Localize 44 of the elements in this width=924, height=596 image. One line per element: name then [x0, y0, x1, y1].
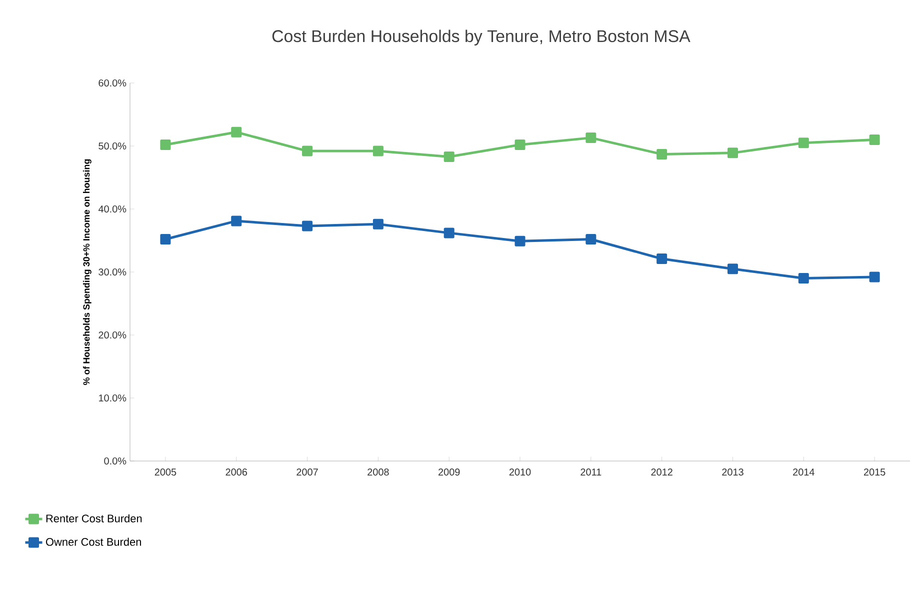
point: [869, 134, 880, 145]
x-tick-label: 2005: [154, 468, 176, 476]
point: [514, 139, 526, 150]
point: [586, 234, 596, 244]
y-tick-label: 50.0%: [98, 142, 126, 150]
point: [656, 254, 668, 264]
point: [798, 273, 809, 284]
x-tick-label: 2010: [509, 468, 531, 476]
y-tick-label: 60.0%: [98, 79, 126, 87]
point: [586, 132, 596, 144]
point: [727, 264, 738, 274]
y-tick-label: 20.0%: [98, 331, 126, 339]
point: [231, 126, 242, 138]
y-tick-label: 10.0%: [98, 394, 126, 402]
x-tick-label: 2013: [722, 468, 744, 476]
legend-label: Renter Cost Burden: [46, 514, 142, 522]
x-tick-label: 2008: [368, 468, 389, 476]
x-tick-label: 2006: [226, 468, 248, 476]
point: [160, 234, 171, 244]
y-tick-label: 40.0%: [98, 205, 126, 213]
x-tick-label: 2014: [793, 468, 814, 476]
legend-label: Owner Cost Burden: [46, 538, 141, 546]
chart-title: Cost Burden Households by Tenure, Metro Boston MSA: [272, 30, 690, 46]
point: [727, 148, 738, 158]
x-tick-label: 2011: [580, 468, 602, 476]
point: [231, 216, 242, 226]
point: [372, 146, 384, 156]
point: [444, 151, 454, 162]
x-tick-label: 2015: [864, 468, 886, 476]
point: [514, 236, 526, 246]
x-tick-label: 2012: [651, 468, 672, 476]
y-tick-label: 30.0%: [98, 268, 126, 276]
y-axis-title: % of Households Spending 30+% Income on housing: [82, 159, 92, 385]
point: [302, 146, 313, 156]
y-tick-label: 0.0%: [104, 457, 126, 465]
point: [160, 139, 171, 150]
point: [798, 138, 809, 148]
point: [869, 272, 880, 282]
x-tick-label: 2007: [296, 468, 318, 476]
point: [444, 228, 454, 238]
point: [656, 148, 668, 160]
point: [372, 218, 384, 230]
x-tick-label: 2009: [438, 468, 460, 476]
point: [302, 220, 313, 232]
